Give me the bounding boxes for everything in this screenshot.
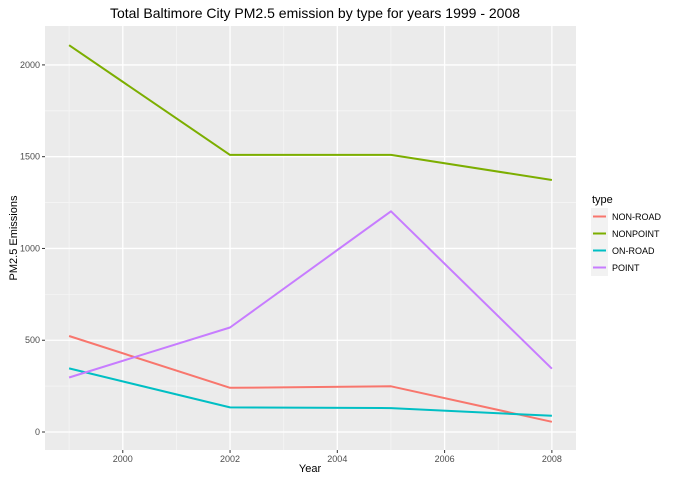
legend-title: type [592,194,613,206]
x-axis-title: Year [299,463,322,475]
series-line-non-road [68,335,553,423]
series-line-on-road [68,367,552,417]
x-tick-label: 2008 [542,454,562,464]
legend-items: NON-ROAD NONPOINT ON-ROAD POINT [591,208,661,276]
legend-label: ON-ROAD [612,246,655,256]
legend-label: NON-ROAD [612,212,661,222]
series-line-nonpoint [68,44,553,181]
chart-title: Total Baltimore City PM2.5 emission by t… [110,5,520,21]
y-axis: 0 500 1000 1500 2000 [20,60,45,437]
x-axis: 2000 2002 2004 2006 2008 [113,450,562,464]
x-tick-label: 2002 [220,454,240,464]
plot-panel [45,26,576,450]
y-tick-label: 2000 [20,60,40,70]
y-axis-title: PM2.5 Emissions [8,195,20,280]
series-line-point [68,210,553,379]
series-lines [68,44,553,423]
y-tick-label: 1000 [20,243,40,253]
y-tick-label: 1500 [20,152,40,162]
x-tick-label: 2004 [327,454,347,464]
legend: type NON-ROAD NONPOINT ON-ROAD POINT [591,194,661,276]
y-tick-label: 0 [35,427,40,437]
x-tick-label: 2000 [113,454,133,464]
x-tick-label: 2006 [435,454,455,464]
legend-label: NONPOINT [612,229,660,239]
y-tick-label: 500 [25,335,40,345]
grid-major [45,26,576,450]
legend-label: POINT [612,263,640,273]
